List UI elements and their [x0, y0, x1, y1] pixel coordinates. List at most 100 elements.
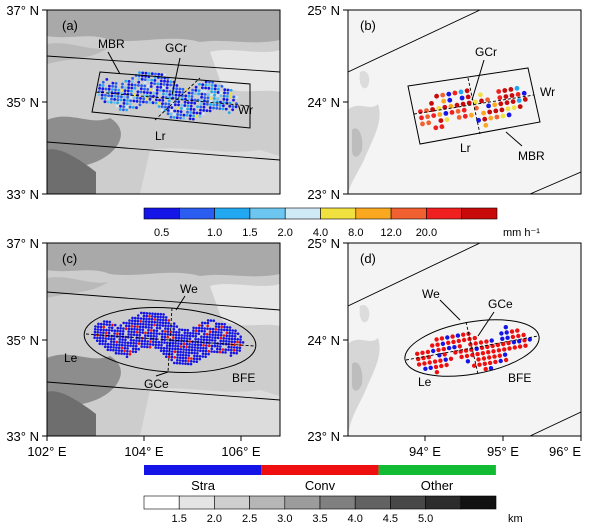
pixel-dot	[150, 329, 153, 332]
pixel-dot	[197, 326, 201, 330]
pixel-dot	[211, 327, 215, 331]
pixel-dot	[215, 350, 219, 354]
pixel-dot	[218, 104, 222, 107]
pixel-dot	[460, 101, 466, 107]
lat-tick-label: 33° N	[6, 429, 39, 444]
pixel-dot	[121, 82, 124, 86]
pixel-dot	[139, 87, 143, 91]
pixel-dot	[181, 91, 185, 94]
type-label-stra: Stra	[191, 478, 216, 493]
pixel-dot	[183, 328, 187, 332]
pixel-dot	[160, 105, 164, 109]
pixel-dot	[234, 105, 238, 109]
pixel-dot	[143, 81, 147, 85]
pixel-dot	[153, 315, 157, 318]
pixel-dot	[415, 351, 420, 356]
pixel-dot	[465, 359, 471, 364]
pixel-dot	[127, 83, 131, 86]
pixel-dot	[164, 316, 168, 319]
pixel-dot	[190, 357, 193, 360]
pixel-dot	[185, 342, 189, 346]
pixel-dot	[225, 328, 229, 332]
pixel-dot	[146, 342, 149, 346]
pixel-dot	[125, 108, 128, 112]
pixel-dot	[124, 86, 127, 89]
pixel-dot	[189, 362, 193, 366]
pixel-dot	[235, 349, 239, 352]
pixel-dot	[196, 352, 199, 355]
pixel-dot	[112, 337, 116, 341]
pixel-dot	[179, 348, 183, 351]
pixel-dot	[115, 104, 119, 108]
pixel-dot	[225, 337, 228, 340]
pixel-dot	[447, 97, 453, 103]
pixel-dot	[194, 92, 197, 95]
pixel-dot	[509, 329, 515, 334]
pixel-dot	[206, 319, 210, 322]
pixel-dot	[184, 354, 188, 357]
swath-edge	[47, 141, 280, 161]
pixel-dot	[143, 342, 146, 346]
pixel-dot	[184, 362, 187, 366]
pixel-dot	[183, 100, 187, 104]
pixel-dot	[209, 96, 213, 100]
pixel-dot	[218, 350, 222, 354]
pixel-dot	[104, 340, 107, 343]
pixel-dot	[125, 355, 129, 359]
pixel-dot	[438, 118, 444, 123]
pixel-dot	[111, 81, 115, 85]
pixel-dot	[130, 80, 134, 83]
pixel-dot	[195, 114, 199, 118]
leader-line	[175, 295, 186, 311]
pixel-dot	[210, 84, 214, 87]
pixel-dot	[208, 336, 211, 339]
pixel-dot	[223, 85, 227, 88]
pixel-dot	[500, 336, 505, 341]
pixel-dot	[137, 80, 141, 84]
pixel-dot	[172, 116, 176, 119]
width-axis	[467, 77, 481, 135]
width-label: We	[180, 282, 198, 296]
pixel-dot	[118, 338, 122, 341]
pixel-dot	[113, 101, 116, 104]
terrain-background	[348, 10, 581, 194]
pixel-dot	[139, 325, 142, 329]
pixel-dot	[165, 89, 169, 93]
pixel-dot	[177, 94, 181, 97]
pixel-dot	[145, 314, 148, 318]
pixel-dot	[511, 105, 517, 111]
pixel-dot	[503, 325, 508, 330]
pixel-dot	[182, 351, 185, 354]
pixel-dot	[129, 99, 133, 103]
pixel-dot	[231, 332, 234, 335]
pixel-dot	[465, 94, 471, 100]
pixel-dot	[165, 352, 168, 356]
pixel-dot	[163, 79, 166, 83]
pixel-dot	[138, 100, 142, 103]
pixel-dot	[203, 332, 206, 336]
terrain-colorbar-box	[460, 495, 497, 510]
terrain-low	[210, 284, 280, 326]
pixel-dot	[425, 349, 431, 355]
pixel-dot	[497, 353, 502, 358]
pixel-dot	[222, 334, 226, 337]
lon-tick-label: 94° E	[409, 444, 441, 459]
pixel-dot	[172, 327, 176, 331]
pixel-dot	[227, 343, 231, 346]
pixel-dot	[461, 332, 466, 337]
pixel-dot	[153, 320, 156, 324]
pixel-dot	[448, 103, 454, 109]
pixel-dot	[224, 348, 227, 352]
pixel-dot	[234, 332, 237, 335]
pixel-dot	[183, 337, 186, 340]
pixel-dot	[426, 355, 431, 360]
pixel-dot	[170, 109, 173, 113]
pixel-dot	[512, 345, 517, 350]
pixel-dot	[115, 340, 119, 344]
width-axis	[154, 77, 201, 121]
pixel-dot	[143, 345, 146, 349]
leader-line	[107, 51, 121, 75]
pixel-dot	[182, 339, 186, 343]
pixel-dot	[163, 338, 166, 342]
pixel-dot	[150, 72, 154, 76]
